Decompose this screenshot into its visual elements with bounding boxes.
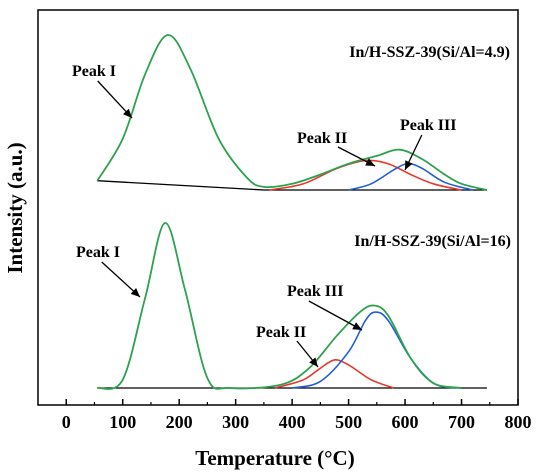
peak-annotation-label: Peak II [256, 324, 306, 341]
x-tick-label: 300 [222, 412, 249, 432]
annotation-arrow-head [130, 288, 140, 297]
annotation-arrow-line [308, 300, 363, 331]
annotation-arrow-head [352, 322, 362, 330]
panel-2-peak-iii-curve [291, 311, 457, 389]
panel-2-peak-ii-curve [274, 359, 395, 389]
annotation-arrow-head [405, 160, 413, 170]
panel-2-total-curve [97, 222, 462, 390]
x-tick-label: 400 [279, 412, 306, 432]
panel-1-label: In/H-SSZ-39(Si/Al=4.9) [349, 44, 510, 61]
peak-annotation-label: Peak III [287, 283, 343, 300]
panel-1-peak-iii-curve [348, 162, 474, 191]
annotation-arrow-head [123, 108, 132, 118]
annotation-arrow-head [309, 357, 318, 367]
panel-2-label: In/H-SSZ-39(Si/Al=16) [354, 233, 511, 250]
plot-frame [37, 9, 519, 406]
x-axis-ticks: 0 100 200 300 400 500 600 700 800 [62, 399, 532, 432]
x-tick-label: 200 [166, 412, 193, 432]
peak-annotation-label: Peak II [297, 130, 347, 147]
x-tick-label: 0 [62, 412, 71, 432]
peak-annotation-label: Peak III [400, 117, 456, 134]
x-tick-label: 700 [448, 412, 475, 432]
panel-1-total-curve [96, 34, 488, 191]
x-tick-label: 100 [109, 412, 136, 432]
annotations: Peak I Peak II Peak III Peak I Peak II Peak I… [72, 63, 456, 368]
x-axis-title: Temperature (°C) [195, 446, 354, 470]
panel-1-baseline [97, 180, 487, 191]
annotation-arrow-head [365, 158, 375, 166]
x-tick-label: 800 [505, 412, 532, 432]
peak-annotation-label: Peak I [72, 63, 116, 80]
y-axis-title: Intensity (a.u.) [3, 142, 27, 273]
x-tick-label: 500 [335, 412, 362, 432]
peak-annotation-label: Peak I [76, 244, 120, 261]
panel-1-peak-ii-curve [269, 159, 462, 191]
x-tick-label: 600 [392, 412, 419, 432]
